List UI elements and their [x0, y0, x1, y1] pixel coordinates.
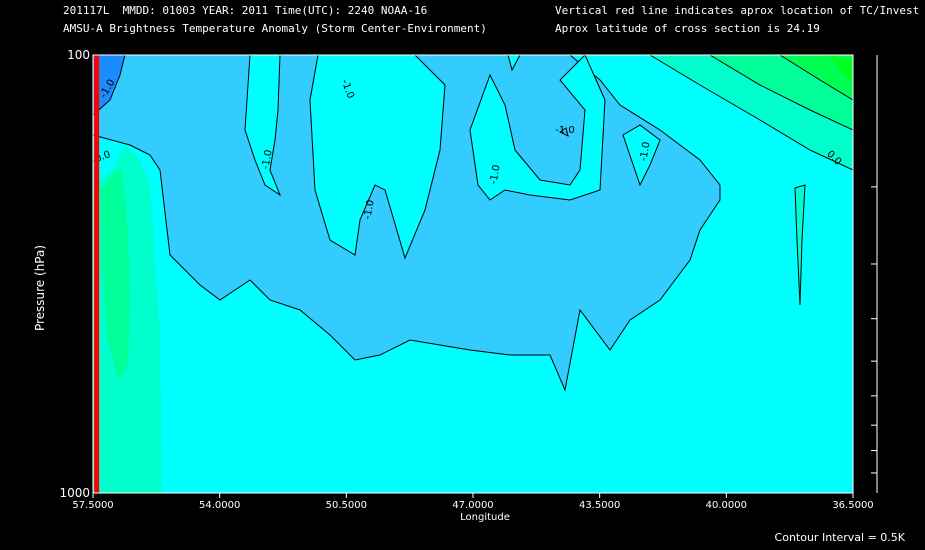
- x-tick-label: 54.0000: [199, 500, 240, 511]
- y-tick-label: 100: [67, 48, 90, 62]
- x-tick-label: 50.5000: [326, 500, 367, 511]
- contour-label: -1.0: [638, 141, 652, 162]
- x-axis-label: Longitude: [460, 512, 510, 523]
- header-line2-right: Aprox latitude of cross section is 24.19: [555, 22, 820, 35]
- contour-fill-neg-lobe-4: [622, 124, 661, 187]
- contour-fill-sliver: [794, 184, 806, 306]
- contour-label: -1.0: [260, 149, 274, 170]
- x-tick-label: 43.5000: [579, 500, 620, 511]
- x-axis-ticks: 57.5000 54.0000 50.5000 47.0000 43.5000 40.00…: [72, 493, 874, 511]
- x-tick-label: 47.0000: [452, 500, 493, 511]
- contour-fill-pos-east-4: [830, 55, 853, 85]
- y-axis-ticks: 100 1000: [59, 48, 878, 500]
- contour-label: -1.0: [488, 164, 502, 185]
- contour-interval-text: Contour Interval = 0.5K: [774, 531, 905, 544]
- contour-label: -1.0: [555, 125, 575, 136]
- tc-location-line: [94, 55, 100, 493]
- contour-label: -1.0: [362, 199, 376, 220]
- x-tick-label: 57.5000: [72, 500, 113, 511]
- contour-fill-neg-lobe-3: [469, 54, 606, 201]
- header-line1-left: 201117L MMDD: 01003 YEAR: 2011 Time(UTC)…: [63, 4, 428, 17]
- contour-fill-pos-west-core: [100, 170, 130, 380]
- header-line1-right: Vertical red line indicates aprox locati…: [555, 4, 920, 17]
- contour-fill-small: [559, 127, 569, 137]
- contour-fill-neg-lobe-2: [309, 54, 446, 260]
- y-tick-label: 1000: [59, 486, 90, 500]
- x-tick-label: 36.5000: [832, 500, 873, 511]
- y-axis-label: Pressure (hPa): [33, 245, 47, 331]
- x-tick-label: 40.0000: [706, 500, 747, 511]
- header-line2-left: AMSU-A Brightness Temperature Anomaly (S…: [63, 22, 487, 35]
